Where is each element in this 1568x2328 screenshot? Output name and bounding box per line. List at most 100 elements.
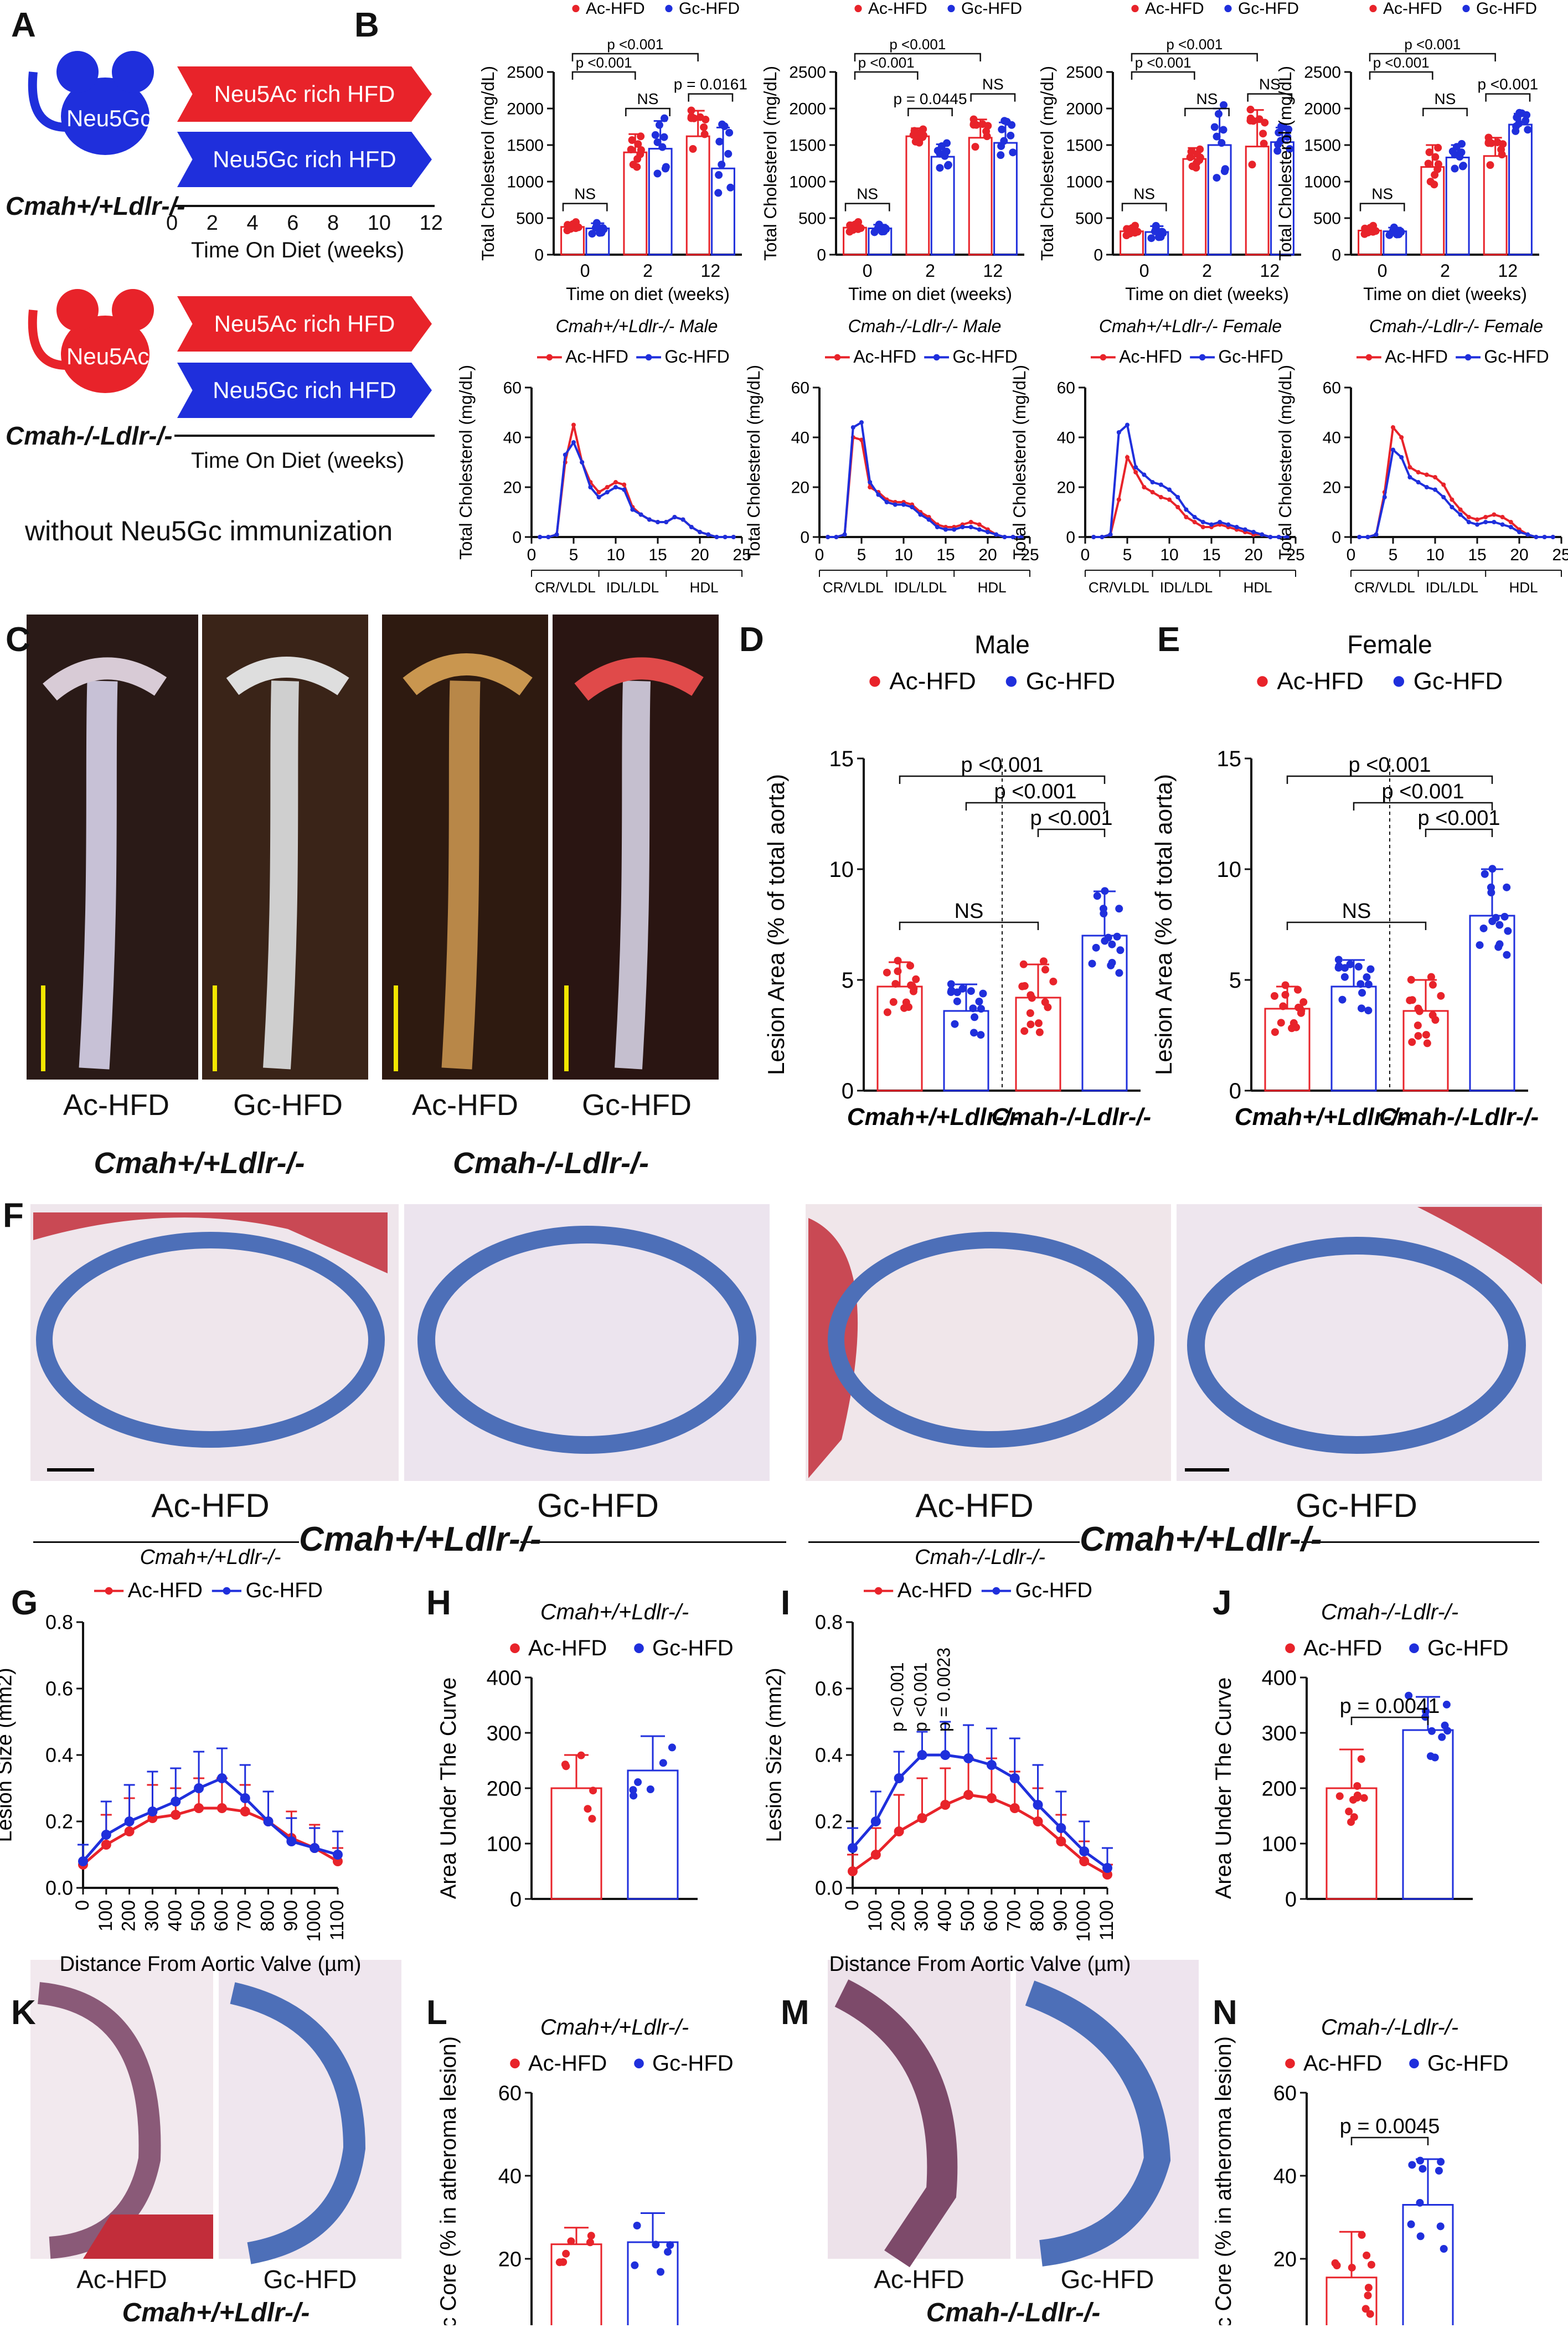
- data-point: [1431, 153, 1440, 161]
- series-point: [910, 505, 915, 509]
- y-tick-label: 500: [1075, 210, 1103, 228]
- muscle-k1: [83, 2215, 213, 2259]
- legend-marker: [1131, 4, 1139, 12]
- data-point: [1270, 992, 1278, 1000]
- chart-title: Cmah-/-Ldlr-/-: [1321, 2015, 1458, 2040]
- series-point: [1424, 485, 1429, 489]
- y-tick-label: 0.8: [45, 1611, 73, 1634]
- sig-label: NS: [1371, 185, 1393, 203]
- data-point: [1408, 2161, 1416, 2169]
- y-tick-label: 40: [791, 429, 809, 447]
- group-label: Cmah+/+Ldlr-/-: [1235, 1103, 1407, 1131]
- series-point: [698, 530, 702, 534]
- bar: [968, 137, 993, 256]
- data-point: [1346, 960, 1354, 968]
- y-tick-label: 60: [1273, 2082, 1297, 2105]
- legend-label: Gc-HFD: [961, 0, 1022, 18]
- x-tick-label: 700: [234, 1900, 255, 1932]
- data-point: [627, 146, 635, 154]
- data-point: [718, 120, 726, 128]
- region-label: HDL: [978, 579, 1007, 596]
- bar: [550, 1787, 602, 1900]
- data-point: [1366, 965, 1375, 973]
- sig-bracket: [1131, 53, 1258, 61]
- data-point: [1407, 2220, 1415, 2228]
- x-tick-label: 12: [983, 261, 1003, 281]
- series-point: [917, 1813, 927, 1823]
- series-point: [630, 507, 635, 512]
- vessel-wall-k2: [230, 1982, 366, 2264]
- data-point: [1335, 1792, 1344, 1800]
- series-point: [1508, 520, 1513, 524]
- sig-label: NS: [637, 90, 659, 107]
- data-point: [1035, 1028, 1044, 1036]
- sig-bracket: [1286, 921, 1427, 930]
- panel-label-j: J: [1213, 1584, 1232, 1622]
- data-point: [1116, 946, 1125, 954]
- series-point: [1019, 535, 1024, 539]
- sig-bracket: [1353, 802, 1493, 811]
- tick: 6: [287, 211, 299, 235]
- data-point: [1356, 980, 1365, 988]
- data-point: [1340, 973, 1349, 981]
- data-point: [586, 2238, 594, 2247]
- legend-marker: [1409, 2058, 1419, 2068]
- legend-marker: [572, 4, 580, 12]
- data-point: [687, 114, 695, 122]
- series-point: [1475, 522, 1479, 527]
- data-point: [1428, 1727, 1436, 1735]
- data-point: [1408, 1038, 1416, 1046]
- series-point: [894, 1826, 904, 1836]
- series-point: [850, 425, 855, 430]
- series-point: [680, 517, 685, 522]
- sig-label: p <0.001: [607, 36, 663, 53]
- data-point: [562, 2249, 570, 2258]
- y-tick-label: 40: [1323, 429, 1341, 447]
- y-tick-label: 1500: [1066, 137, 1103, 155]
- data-point: [1442, 1700, 1451, 1708]
- y-tick-label: 5: [842, 968, 854, 993]
- data-point: [687, 106, 695, 115]
- series-point: [1483, 515, 1488, 519]
- sig-bracket: [1485, 93, 1531, 102]
- aorta-arch-4: [574, 657, 704, 701]
- data-point: [958, 984, 967, 993]
- series-point: [834, 535, 839, 539]
- bar: [1182, 158, 1207, 256]
- series-point: [124, 1826, 135, 1836]
- legend-label: Gc-HFD: [1026, 668, 1115, 695]
- bar: [1469, 915, 1515, 1092]
- sig-bracket: [1350, 1716, 1429, 1725]
- f-caption-4: Gc-HFD: [1296, 1487, 1417, 1524]
- series-point: [1416, 470, 1421, 474]
- x-tick-label: 20: [978, 546, 997, 564]
- series-point: [848, 1843, 858, 1853]
- y-tick-label: 0: [1285, 1888, 1297, 1911]
- series-point: [689, 525, 694, 529]
- x-tick-label: 0: [527, 546, 537, 564]
- legend-label: Gc-HFD: [664, 347, 729, 367]
- series-point: [1175, 495, 1180, 499]
- series-point: [977, 527, 982, 532]
- chart-title: Female: [1347, 630, 1432, 659]
- k-group: Cmah+/+Ldlr-/-: [122, 2298, 310, 2327]
- series-line: [540, 440, 734, 538]
- series-point: [333, 1850, 343, 1860]
- data-point: [975, 998, 983, 1006]
- series-point: [1102, 1863, 1112, 1873]
- data-point: [1248, 161, 1256, 169]
- tick: 2: [206, 211, 218, 235]
- panel-label-b: B: [354, 6, 379, 44]
- data-point: [1283, 133, 1292, 141]
- x-axis-title: Time on diet (weeks): [566, 284, 730, 304]
- genotype-bottom: Cmah-/-Ldlr-/-: [6, 421, 173, 450]
- sig-label: p <0.001: [858, 54, 915, 71]
- data-point: [1007, 131, 1015, 140]
- sig-label: NS: [1435, 90, 1456, 107]
- x-tick-label: 0: [1378, 261, 1388, 281]
- data-point: [653, 138, 662, 146]
- mouse-gc-icon: Neu5Gc: [22, 50, 155, 161]
- data-point: [1286, 145, 1294, 153]
- series-point: [1133, 465, 1138, 469]
- series-point: [1500, 522, 1505, 527]
